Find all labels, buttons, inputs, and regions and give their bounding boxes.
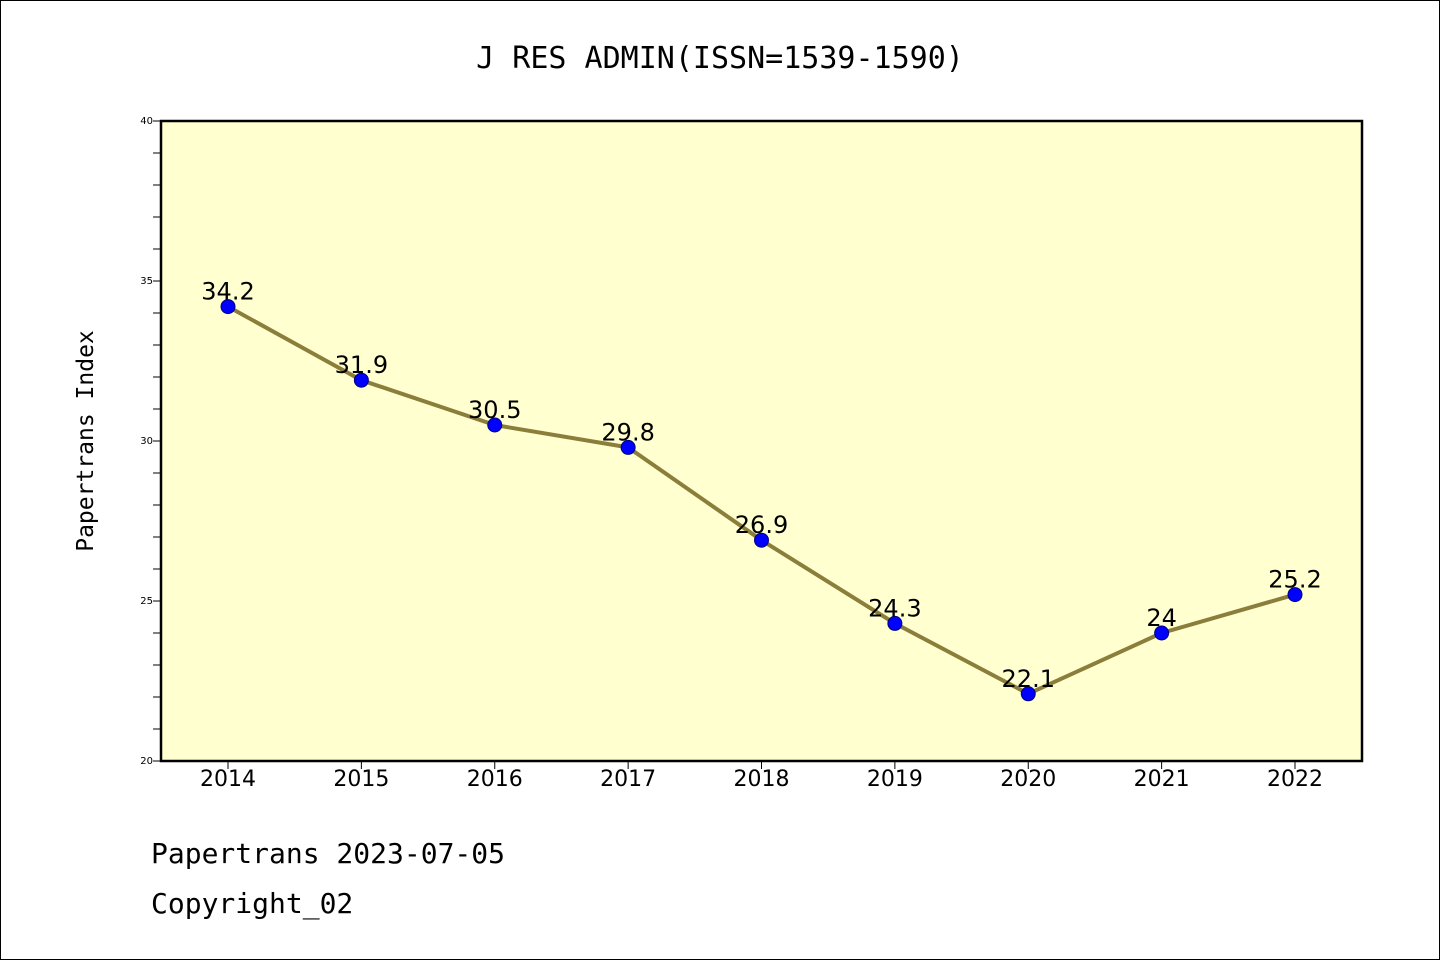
- y-tick-label: 25: [140, 596, 153, 607]
- plot-area: [159, 119, 1364, 763]
- data-label: 29.8: [601, 418, 654, 446]
- x-tick-label: 2018: [734, 767, 790, 792]
- footer-date: Papertrans 2023-07-05: [151, 837, 506, 870]
- data-point: [1287, 587, 1303, 603]
- data-point: [487, 417, 503, 433]
- data-point: [1020, 686, 1036, 702]
- data-label: 22.1: [1002, 665, 1055, 693]
- y-tick-label: 35: [140, 276, 153, 287]
- x-tick-label: 2019: [867, 767, 923, 792]
- data-label: 34.2: [201, 278, 254, 306]
- data-point: [1154, 625, 1170, 641]
- x-tick-label: 2022: [1267, 767, 1323, 792]
- x-tick-label: 2017: [600, 767, 656, 792]
- data-point: [754, 532, 769, 548]
- data-point: [887, 615, 903, 631]
- data-point: [353, 372, 369, 388]
- y-tick-label: 30: [140, 436, 153, 447]
- data-label: 26.9: [735, 511, 788, 539]
- data-label: 30.5: [468, 396, 521, 424]
- y-tick-label: 20: [140, 756, 153, 767]
- data-label: 24: [1146, 604, 1177, 632]
- y-axis-label: Papertrans Index: [73, 330, 99, 552]
- x-tick-label: 2021: [1134, 767, 1190, 792]
- data-point: [220, 299, 236, 315]
- chart-title: J RES ADMIN(ISSN=1539-1590): [476, 41, 964, 76]
- y-tick-label: 40: [140, 116, 153, 127]
- x-tick-label: 2016: [467, 767, 523, 792]
- x-tick-label: 2020: [1000, 767, 1056, 792]
- data-label: 24.3: [868, 594, 921, 622]
- x-tick-label: 2014: [200, 767, 256, 792]
- data-label: 31.9: [335, 351, 388, 379]
- data-point: [620, 439, 636, 455]
- x-tick-label: 2015: [333, 767, 389, 792]
- y-axis: 20 25 30 35 40: [140, 116, 161, 767]
- x-axis: 2014 2015 2016 2017 2018 2019 2020 2021 2022: [200, 761, 1323, 792]
- footer-copyright: Copyright_02: [151, 887, 354, 920]
- data-label: 25.2: [1268, 566, 1321, 594]
- series-group: 34.2 31.9 30.5 29.8 26.9 24.3 22.1 24 25.2: [201, 278, 1322, 702]
